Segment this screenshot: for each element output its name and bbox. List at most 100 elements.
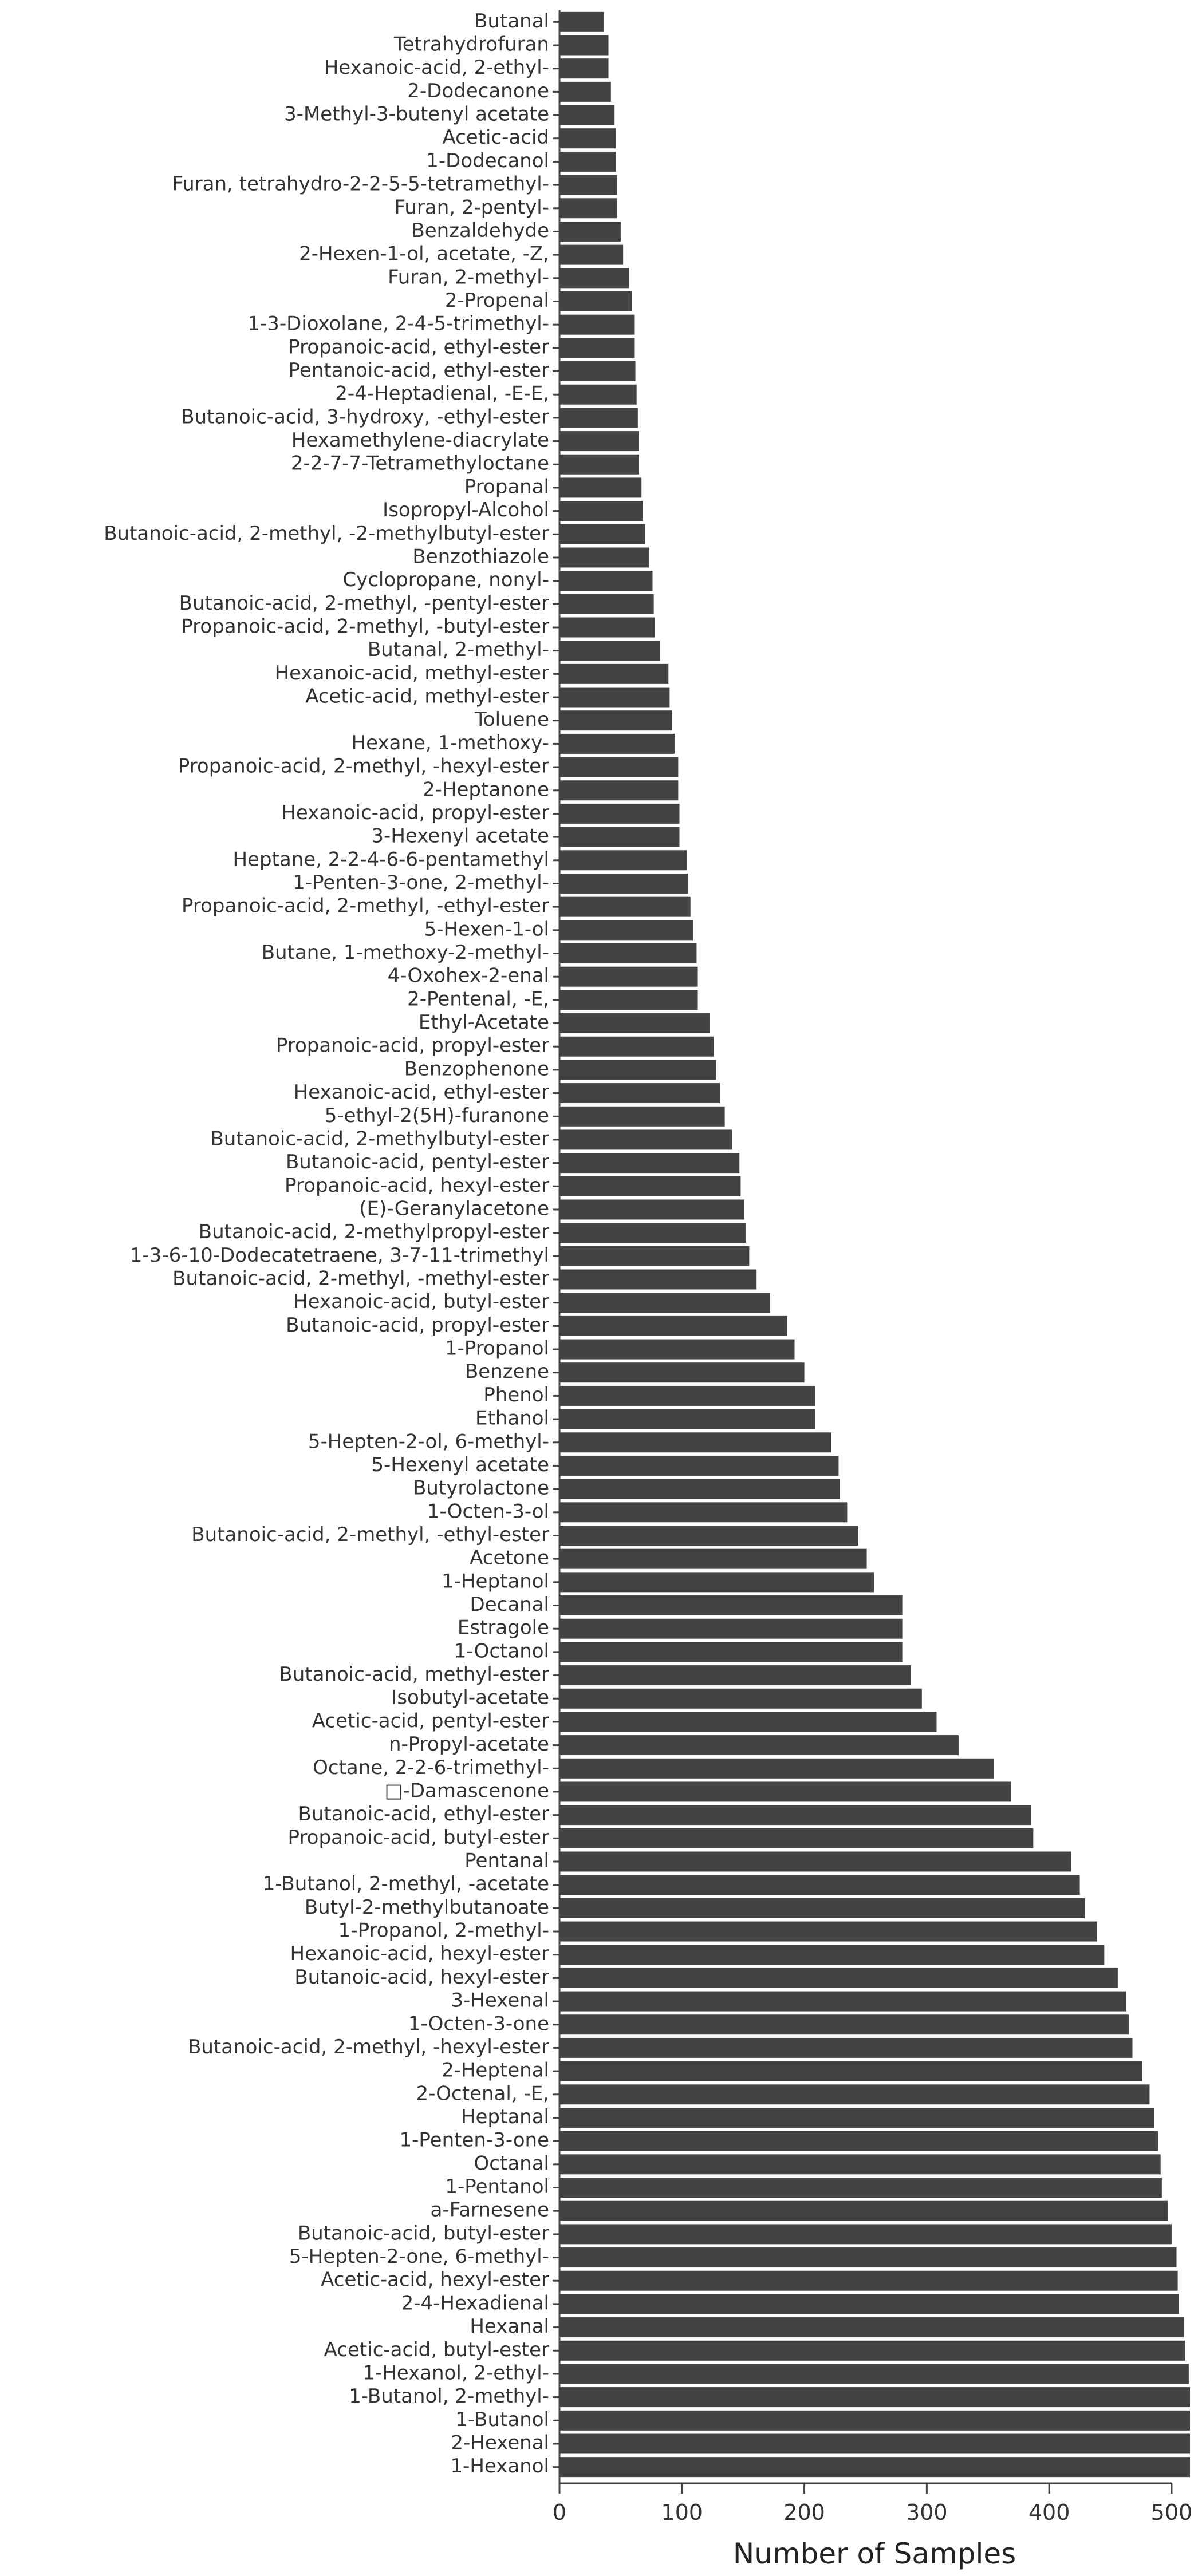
category-label: 3-Hexenyl acetate xyxy=(371,825,549,848)
category-label: Acetic-acid, methyl-ester xyxy=(305,685,549,708)
category-label: Propanoic-acid, 2-methyl, -ethyl-ester xyxy=(182,895,549,918)
category-label: Butanoic-acid, ethyl-ester xyxy=(298,1803,549,1826)
bar xyxy=(559,1525,858,1546)
bar xyxy=(559,524,645,544)
bar xyxy=(559,1199,744,1220)
bar xyxy=(559,361,636,382)
category-label: 1-Penten-3-one xyxy=(399,2129,549,2152)
x-axis-title: Number of Samples xyxy=(733,2537,1016,2570)
category-label: 1-Butanol xyxy=(455,2408,549,2431)
bar xyxy=(559,221,621,242)
bar xyxy=(559,244,624,265)
category-label: Butanal xyxy=(474,10,549,33)
bar xyxy=(559,2247,1177,2268)
bar xyxy=(559,268,629,289)
bar xyxy=(559,1176,741,1196)
bar xyxy=(559,175,617,195)
category-label: 1-Hexanol xyxy=(450,2455,549,2478)
category-label: 1-Propanol xyxy=(445,1337,549,1360)
category-label: Butanoic-acid, 2-methyl, -methyl-ester xyxy=(172,1267,549,1290)
bar xyxy=(559,2340,1185,2361)
bar xyxy=(559,1083,720,1104)
x-axis-ticks: 0 100 200 300 400 500 xyxy=(553,2483,1192,2525)
bar xyxy=(559,1548,867,1569)
bar xyxy=(559,1758,994,1779)
bar xyxy=(559,501,643,521)
category-label: Acetone xyxy=(470,1547,549,1570)
bar xyxy=(559,105,615,125)
bar xyxy=(559,314,635,335)
category-label: Butanal, 2-methyl- xyxy=(368,638,549,661)
category-label: Furan, tetrahydro-2-2-5-5-tetramethyl- xyxy=(172,173,549,196)
category-label: 1-Propanol, 2-methyl- xyxy=(338,1919,549,1942)
category-label: Estragole xyxy=(458,1617,549,1639)
category-label: Propanoic-acid, 2-methyl, -butyl-ester xyxy=(181,615,549,638)
category-label: Phenol xyxy=(483,1384,549,1406)
bar xyxy=(559,1851,1071,1872)
category-label: Propanoic-acid, 2-methyl, -hexyl-ester xyxy=(178,755,549,778)
bar xyxy=(559,2410,1190,2431)
bar xyxy=(559,2084,1150,2105)
bar xyxy=(559,1945,1105,1965)
category-label: 1-Octanol xyxy=(454,1639,549,1662)
bar xyxy=(559,943,697,964)
category-label: Pentanoic-acid, ethyl-ester xyxy=(289,359,549,382)
category-label: Hexanoic-acid, methyl-ester xyxy=(275,662,549,685)
category-label: Butanoic-acid, propyl-ester xyxy=(286,1314,549,1337)
category-label: Butanoic-acid, 2-methyl, -hexyl-ester xyxy=(188,2036,549,2059)
category-label: Hexanoic-acid, ethyl-ester xyxy=(294,1081,549,1104)
category-label: Propanal xyxy=(464,475,549,498)
category-label: 5-Hepten-2-one, 6-methyl- xyxy=(289,2245,549,2268)
category-label: Benzaldehyde xyxy=(411,219,549,242)
category-label: 3-Methyl-3-butenyl acetate xyxy=(284,103,549,126)
category-label: Hexanoic-acid, 2-ethyl- xyxy=(324,56,549,79)
bar xyxy=(559,2224,1172,2245)
bar xyxy=(559,1642,903,1662)
bar xyxy=(559,896,691,917)
bar xyxy=(559,1967,1118,1988)
bar xyxy=(559,1362,805,1383)
bar xyxy=(559,1409,815,1429)
category-label: 2-Dodecanone xyxy=(407,80,549,102)
bar xyxy=(559,2131,1158,2151)
category-label: Octane, 2-2-6-trimethyl- xyxy=(313,1756,549,1779)
category-label: 5-Hexenyl acetate xyxy=(371,1453,549,1476)
bar xyxy=(559,1898,1085,1918)
category-label: 1-Octen-3-one xyxy=(408,2012,549,2035)
bar xyxy=(559,2457,1190,2478)
category-label: Hexanoic-acid, butyl-ester xyxy=(293,1290,549,1313)
category-label: Hexamethylene-diacrylate xyxy=(291,429,549,452)
bar xyxy=(559,1805,1031,1826)
bar xyxy=(559,2037,1133,2058)
category-label: Butanoic-acid, 3-hydroxy, -ethyl-ester xyxy=(181,405,549,428)
category-label: 2-Hexenal xyxy=(451,2431,549,2454)
bar xyxy=(559,920,693,941)
category-label: Ethanol xyxy=(475,1407,549,1430)
bar xyxy=(559,2200,1168,2221)
category-label: 1-Butanol, 2-methyl- xyxy=(349,2385,549,2408)
category-label: 2-Heptenal xyxy=(442,2059,549,2082)
bar xyxy=(559,1688,922,1709)
bar xyxy=(559,2317,1184,2338)
category-label: Hexanoic-acid, hexyl-ester xyxy=(290,1942,549,1965)
bar xyxy=(559,477,642,498)
category-label: 2-Hexen-1-ol, acetate, -Z, xyxy=(299,243,549,266)
category-label: Toluene xyxy=(474,708,549,731)
category-label: (E)-Geranylacetone xyxy=(359,1197,549,1220)
bar xyxy=(559,35,609,56)
bar xyxy=(559,2061,1142,2081)
category-label: Butanoic-acid, 2-methylbutyl-ester xyxy=(210,1127,549,1150)
bar xyxy=(559,1572,874,1593)
category-label: Acetic-acid, pentyl-ester xyxy=(312,1709,549,1732)
category-label: 4-Oxohex-2-enal xyxy=(388,965,549,987)
x-tick-label: 400 xyxy=(1028,2500,1070,2525)
category-label: n-Propyl-acetate xyxy=(389,1733,549,1756)
bar xyxy=(559,617,655,638)
bar xyxy=(559,408,638,428)
bar xyxy=(559,757,679,777)
bar xyxy=(559,1781,1011,1802)
bar xyxy=(559,2433,1190,2454)
category-label: Butanoic-acid, 2-methylpropyl-ester xyxy=(199,1220,549,1243)
category-label: Hexanoic-acid, propyl-ester xyxy=(281,801,549,824)
